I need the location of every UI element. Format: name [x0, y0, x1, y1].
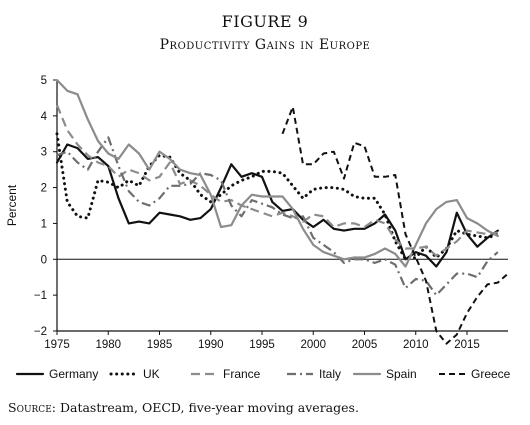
- x-tick-label: 1985: [147, 339, 173, 351]
- legend-label-france: France: [223, 367, 261, 381]
- series-line-france: [55, 104, 498, 257]
- figure-subtitle: Productivity Gains in Europe: [159, 37, 371, 53]
- legend-label-germany: Germany: [49, 367, 98, 381]
- y-tick-label: 2: [41, 183, 47, 195]
- figure-title: FIGURE 9: [221, 12, 309, 31]
- y-tick-label: −2: [34, 326, 47, 338]
- series-line-greece: [281, 105, 509, 345]
- chart-legend: Germany UK France Italy Spain Greece: [15, 367, 511, 381]
- x-tick-label: 2000: [300, 339, 326, 351]
- series-line-spain: [55, 78, 499, 268]
- y-tick-label: −1: [34, 290, 47, 302]
- y-tick-label: 0: [41, 254, 47, 266]
- chart-axes: −2 −1 0 1 2 3 4 5 1975 1980 1985 1990 1995 2000 2005 20…: [5, 75, 508, 351]
- legend-label-spain: Spain: [386, 367, 417, 381]
- x-tick-label: 1990: [198, 339, 224, 351]
- source-text: Datastream, OECD, five-year moving avera…: [59, 400, 359, 415]
- series-line-uk: [55, 132, 500, 261]
- series-line-italy: [56, 136, 499, 297]
- x-tick-label: 1980: [95, 339, 121, 351]
- legend-label-uk: UK: [143, 367, 160, 381]
- y-tick-label: 1: [41, 218, 47, 230]
- x-tick-label: 2010: [403, 339, 429, 351]
- chart-series: [55, 78, 509, 345]
- y-tick-label: 5: [41, 75, 47, 87]
- legend-label-italy: Italy: [319, 367, 341, 381]
- y-tick-label: 4: [41, 111, 48, 123]
- source-label: Source:: [8, 400, 56, 415]
- x-tick-label: 1975: [44, 339, 70, 351]
- series-line-germany: [55, 143, 499, 268]
- x-tick-label: 2015: [454, 339, 480, 351]
- x-tick-label: 2005: [352, 339, 378, 351]
- legend-label-greece: Greece: [471, 367, 511, 381]
- x-tick-label: 1995: [249, 339, 275, 351]
- source-note: Source: Datastream, OECD, five-year movi…: [8, 400, 528, 415]
- y-tick-label: 3: [41, 147, 47, 159]
- y-axis-label: Percent: [5, 184, 19, 226]
